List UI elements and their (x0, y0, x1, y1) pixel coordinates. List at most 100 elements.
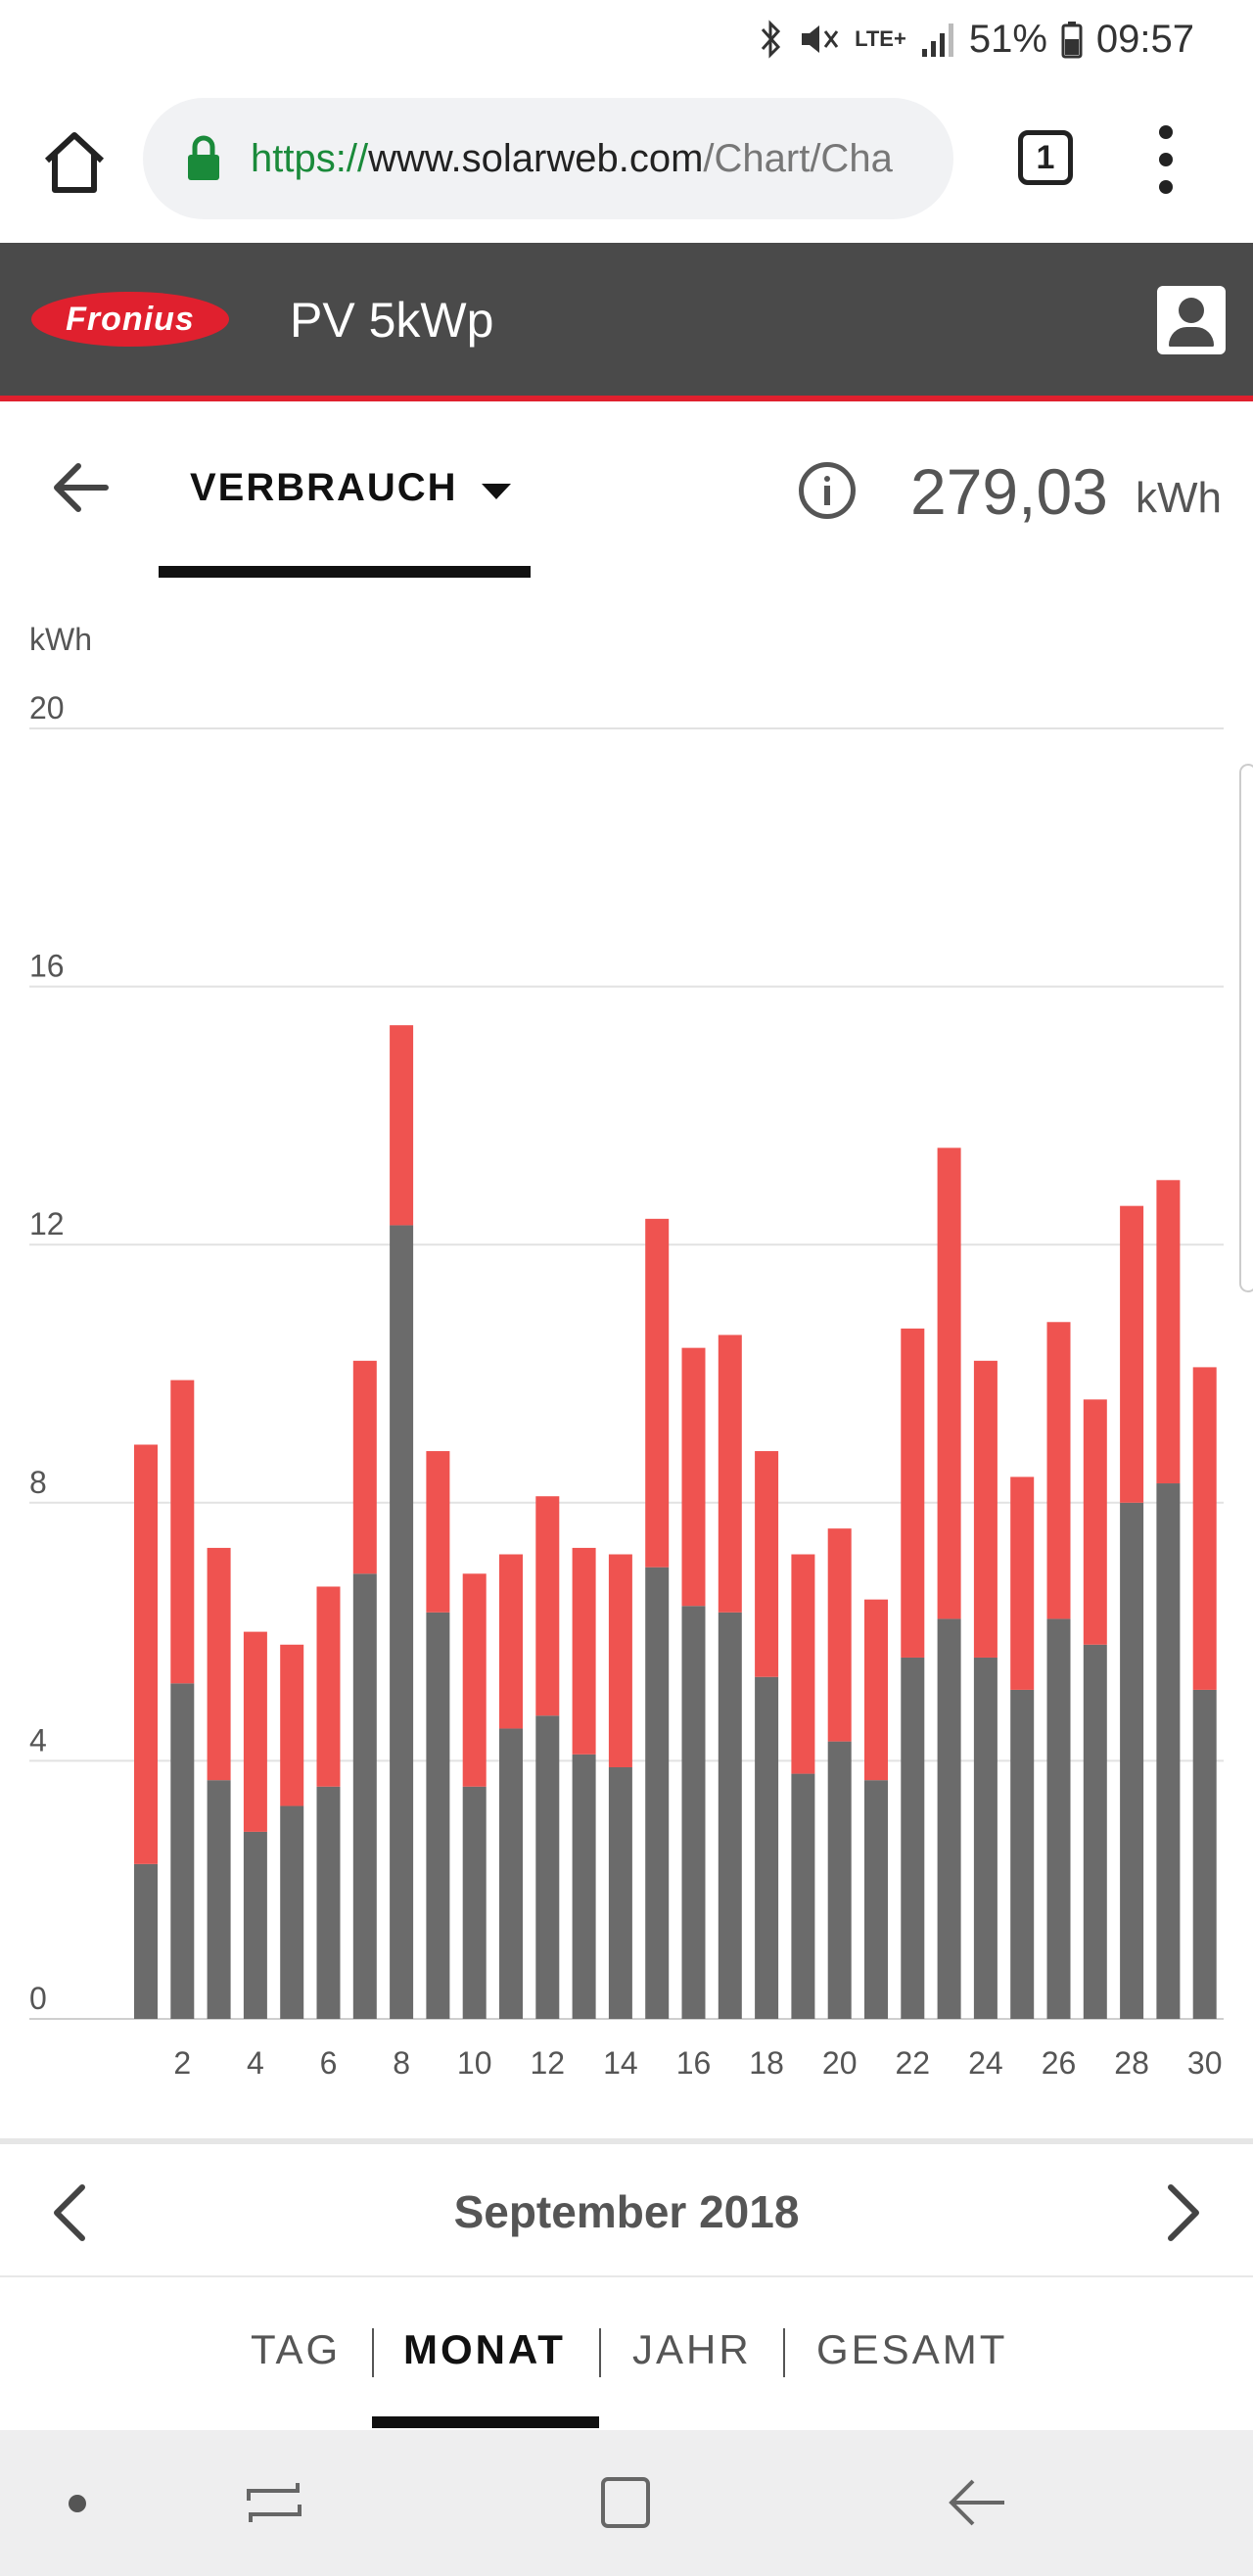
x-tick-label: 12 (531, 2045, 566, 2081)
divider (0, 2138, 1253, 2144)
home-icon[interactable] (39, 127, 110, 198)
bar-pv-consumption (280, 1644, 304, 1806)
category-underline (159, 566, 531, 578)
bar-grid-consumption (572, 1754, 596, 2019)
battery-percent: 51% (968, 17, 1047, 61)
bar-pv-consumption (1120, 1205, 1144, 1503)
scroll-handle[interactable] (1239, 764, 1253, 1292)
fronius-logo[interactable]: Fronius (31, 292, 229, 347)
browser-toolbar: https://www.solarweb.com/Chart/Cha 1 (0, 78, 1253, 243)
bar-pv-consumption (864, 1599, 888, 1781)
category-dropdown[interactable]: VERBRAUCH (159, 401, 531, 580)
x-tick-label: 8 (393, 2045, 410, 2081)
bar-pv-consumption (1046, 1322, 1071, 1619)
bar-pv-consumption (681, 1347, 706, 1607)
bar-grid-consumption (1156, 1483, 1181, 2019)
bar-pv-consumption (718, 1335, 742, 1613)
x-tick-label: 2 (173, 2045, 191, 2081)
chevron-right-icon[interactable] (1165, 2183, 1204, 2242)
bar-grid-consumption (755, 1676, 779, 2019)
bar-pv-consumption (973, 1360, 998, 1658)
bar-grid-consumption (390, 1225, 414, 2019)
x-tick-label: 20 (822, 2045, 858, 2081)
period-navigator: September 2018 (0, 2144, 1253, 2277)
bar-grid-consumption (499, 1728, 523, 2019)
bar-grid-consumption (170, 1683, 195, 2019)
tab-switcher-button[interactable]: 1 (1018, 130, 1073, 185)
bar-grid-consumption (901, 1657, 925, 2019)
bar-grid-consumption (243, 1831, 267, 2019)
bar-grid-consumption (316, 1786, 341, 2019)
x-tick-label: 28 (1114, 2045, 1149, 2081)
nav-dot-icon[interactable] (69, 2495, 86, 2512)
y-axis-unit: kWh (29, 622, 92, 657)
chevron-left-icon[interactable] (49, 2183, 88, 2242)
active-tab-underline (372, 2416, 599, 2428)
x-tick-label: 26 (1042, 2045, 1077, 2081)
bar-pv-consumption (572, 1547, 596, 1755)
bar-grid-consumption (608, 1766, 632, 2019)
bar-grid-consumption (973, 1657, 998, 2019)
profile-icon[interactable] (1157, 286, 1226, 354)
tab-tag[interactable]: TAG (251, 2326, 342, 2372)
period-tabs: TAG MONAT JAHR GESAMT (0, 2279, 1253, 2430)
overflow-menu-icon[interactable] (1151, 125, 1181, 194)
tab-jahr[interactable]: JAHR (632, 2326, 752, 2372)
bar-pv-consumption (901, 1328, 925, 1658)
bar-grid-consumption (207, 1780, 231, 2019)
bar-grid-consumption (791, 1773, 815, 2019)
home-square-icon[interactable] (599, 2473, 654, 2532)
system-nav-bar (0, 2430, 1253, 2576)
back-icon[interactable] (946, 2473, 1008, 2532)
tab-gesamt[interactable]: GESAMT (816, 2326, 1008, 2372)
bar-pv-consumption (1010, 1476, 1035, 1690)
x-tick-label: 30 (1187, 2045, 1223, 2081)
bar-pv-consumption (462, 1573, 487, 1787)
mute-icon (802, 25, 839, 53)
y-tick-label: 16 (29, 949, 65, 984)
y-tick-label: 4 (29, 1722, 47, 1757)
tab-monat[interactable]: MONAT (403, 2326, 566, 2372)
recent-apps-icon[interactable] (243, 2473, 305, 2532)
bar-pv-consumption (499, 1554, 523, 1729)
bar-grid-consumption (426, 1612, 450, 2019)
x-tick-label: 14 (603, 2045, 638, 2081)
bar-grid-consumption (1010, 1689, 1035, 2019)
bar-pv-consumption (1083, 1399, 1107, 1645)
bar-pv-consumption (755, 1451, 779, 1677)
y-tick-label: 0 (29, 1981, 47, 2016)
bar-grid-consumption (1120, 1502, 1144, 2019)
status-bar: LTE+ 51% 09:57 (0, 0, 1253, 78)
bar-grid-consumption (1046, 1618, 1071, 2019)
x-tick-label: 18 (749, 2045, 784, 2081)
bar-grid-consumption (864, 1780, 888, 2019)
bar-pv-consumption (827, 1528, 852, 1742)
info-icon[interactable] (799, 462, 856, 519)
total-energy-value: 279,03 (910, 455, 1108, 528)
bluetooth-icon (761, 20, 781, 59)
bar-pv-consumption (207, 1547, 231, 1781)
app-header: Fronius PV 5kWp (0, 243, 1253, 401)
bar-pv-consumption (535, 1496, 560, 1716)
address-bar[interactable]: https://www.solarweb.com/Chart/Cha (143, 98, 953, 219)
bar-pv-consumption (426, 1451, 450, 1613)
x-tick-label: 16 (676, 2045, 712, 2081)
bar-grid-consumption (681, 1606, 706, 2019)
back-arrow-icon[interactable] (49, 458, 110, 517)
bar-grid-consumption (645, 1567, 670, 2019)
bar-grid-consumption (1083, 1644, 1107, 2019)
bar-pv-consumption (608, 1554, 632, 1767)
bar-pv-consumption (1156, 1180, 1181, 1484)
logo-text: Fronius (66, 300, 195, 338)
clock: 09:57 (1095, 17, 1194, 61)
url-path: /Chart/Cha (703, 136, 893, 180)
network-type: LTE+ (855, 26, 906, 51)
y-tick-label: 12 (29, 1206, 65, 1241)
bar-grid-consumption (937, 1618, 961, 2019)
bar-pv-consumption (1192, 1367, 1217, 1690)
bar-pv-consumption (243, 1631, 267, 1832)
bar-pv-consumption (645, 1218, 670, 1568)
url-scheme: https:// (251, 136, 369, 180)
category-label: VERBRAUCH (190, 466, 458, 509)
